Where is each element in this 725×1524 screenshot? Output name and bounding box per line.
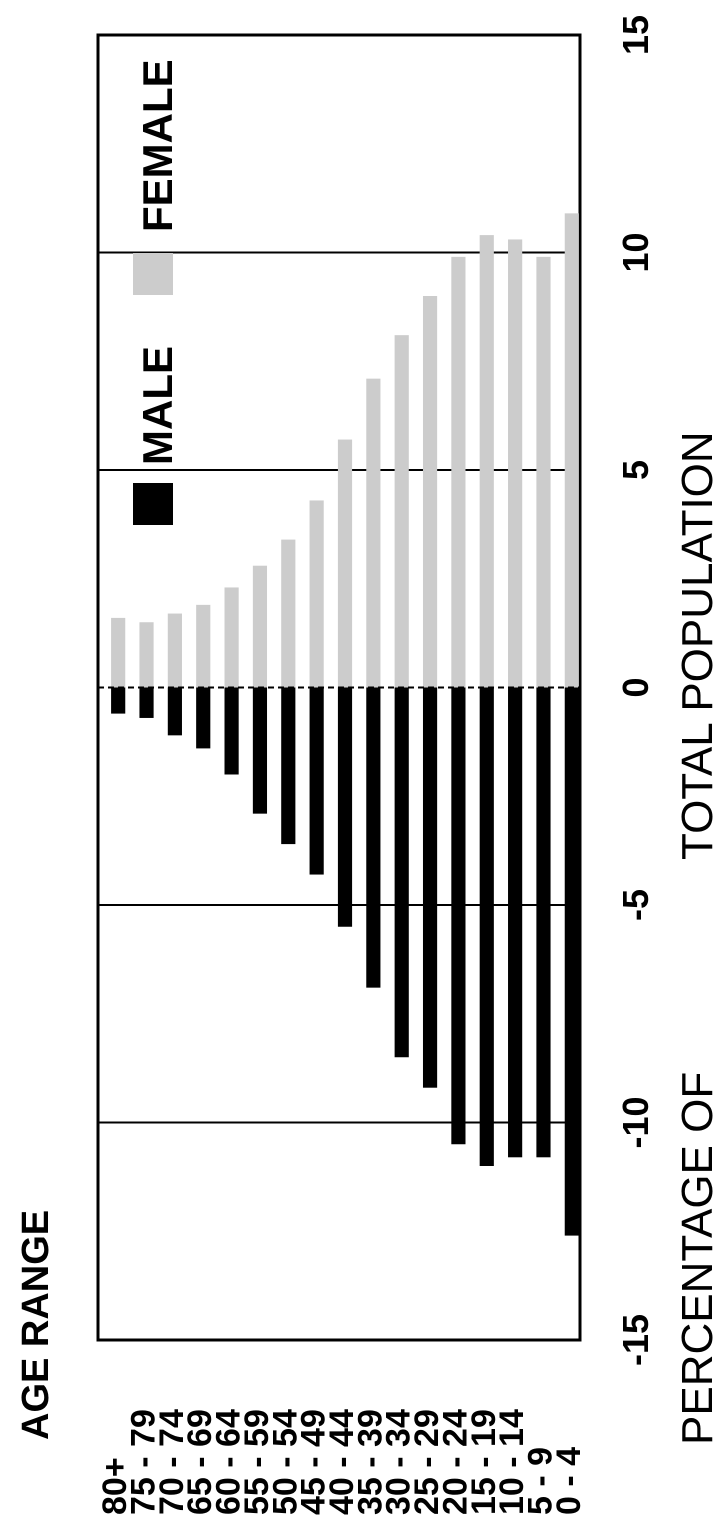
bar-female: [508, 239, 523, 688]
bar-female: [536, 256, 551, 688]
legend-swatch-male: [133, 483, 173, 525]
age-category-label: 65 - 69: [181, 1409, 219, 1515]
bar-male: [252, 687, 268, 814]
x-tick-labels: -15 -10 -5 0 5 10 15: [615, 15, 656, 1366]
x-axis-title-line-1: PERCENTAGE OF: [673, 1072, 722, 1445]
bar-female: [394, 335, 409, 688]
bar-male: [224, 687, 239, 775]
bar-male: [422, 687, 438, 1088]
x-tick-label: -15: [615, 1314, 656, 1366]
bar-male: [309, 687, 324, 875]
x-axis-title-2: TOTAL POPULATION: [673, 431, 722, 860]
bar-female: [111, 617, 126, 688]
bar-male: [337, 687, 353, 927]
bar-male: [366, 687, 381, 988]
bar-male: [196, 687, 211, 749]
x-tick-label: 15: [615, 15, 656, 55]
bar-female: [422, 296, 438, 688]
bar-female: [366, 378, 381, 688]
age-category-label: 75 - 79: [125, 1409, 163, 1515]
age-category-label: 5 - 9: [521, 1447, 559, 1515]
age-category-label: 50 - 54: [266, 1409, 304, 1515]
y-axis-title: AGE RANGE: [15, 1210, 57, 1440]
age-category-label: 30 - 34: [380, 1409, 418, 1515]
x-tick-label: -10: [615, 1096, 656, 1148]
bar-female: [196, 604, 211, 688]
bar-female: [167, 613, 182, 688]
bar-female: [564, 213, 579, 688]
age-category-label: 25 - 29: [408, 1409, 446, 1515]
age-category-label: 15 - 19: [465, 1409, 503, 1515]
age-category-label: 70 - 74: [153, 1409, 191, 1515]
bar-male: [281, 687, 296, 845]
age-category-label: 55 - 59: [238, 1409, 276, 1515]
bar-female: [337, 439, 353, 688]
legend: MALE FEMALE: [133, 59, 181, 525]
age-category-label: 60 - 64: [210, 1409, 248, 1515]
bar-male: [111, 687, 126, 714]
bar-female: [479, 235, 494, 688]
bar-male: [564, 687, 579, 1236]
bar-female: [281, 539, 296, 688]
bar-male: [508, 687, 523, 1158]
x-tick-label: 10: [615, 232, 656, 272]
x-tick-label: 0: [615, 677, 656, 697]
legend-label-male: MALE: [134, 346, 181, 465]
bar-male: [536, 687, 551, 1158]
bar-male: [479, 687, 494, 1166]
bar-male: [451, 687, 466, 1145]
age-category-label: 40 - 44: [323, 1409, 361, 1515]
age-category-label: 35 - 39: [351, 1409, 389, 1515]
age-category-label: 45 - 49: [295, 1409, 333, 1515]
bar-female: [309, 500, 324, 688]
bar-male: [139, 687, 154, 718]
age-category-label: 10 - 14: [493, 1409, 531, 1515]
x-axis-title: PERCENTAGE OF: [673, 1072, 722, 1445]
x-tick-label: 5: [615, 460, 656, 480]
x-axis-title-line-2: TOTAL POPULATION: [673, 431, 722, 860]
x-tick-label: -5: [615, 889, 656, 921]
legend-label-female: FEMALE: [134, 59, 181, 232]
bar-female: [252, 565, 268, 688]
bar-female: [139, 622, 154, 688]
age-category-label: 20 - 24: [436, 1409, 474, 1515]
bar-male: [394, 687, 409, 1058]
age-category-label: 0 - 4: [550, 1447, 588, 1515]
legend-swatch-female: [133, 253, 173, 295]
bar-male: [167, 687, 182, 736]
bars-group: [111, 213, 579, 1236]
bar-female: [224, 587, 239, 688]
bar-female: [451, 256, 466, 688]
age-category-label: 80+: [96, 1457, 134, 1515]
